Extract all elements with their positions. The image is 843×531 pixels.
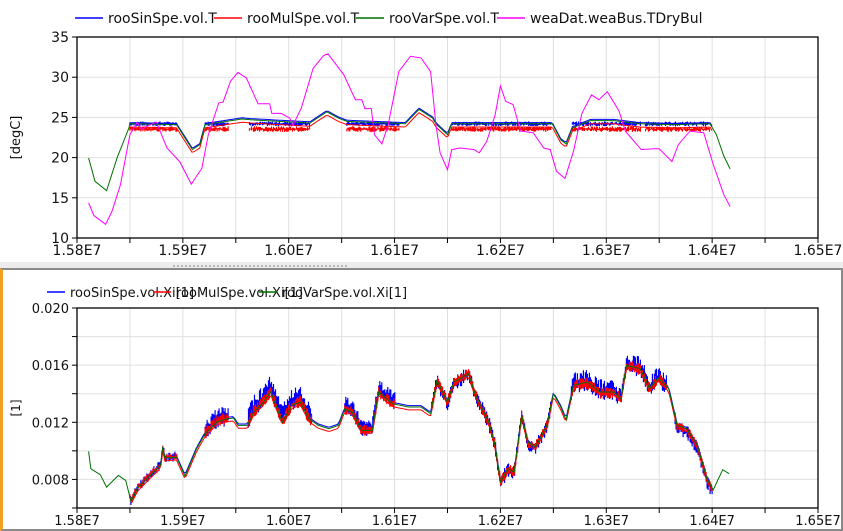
x-tick-label: 1.61E7 [372, 514, 417, 529]
plot-frame [76, 307, 819, 509]
legend-label: rooSinSpe.vol.T [108, 11, 217, 27]
humidity-chart-panel[interactable]: 1.58E7 1.59E7 1.60E7 1.61E7 1.62E7 1.63E7 1.64… [0, 268, 843, 531]
y-tick-label: 0.016 [32, 359, 69, 374]
series-line-rooMulSpe-vol-Xi-1 [129, 367, 713, 504]
legend-label: weaDat.weaBus.TDryBul [530, 11, 703, 27]
series-line-rooVarSpe-vol-T [88, 108, 731, 192]
humidity-chart: 1.58E7 1.59E7 1.60E7 1.61E7 1.62E7 1.63E7 1.64… [9, 286, 841, 529]
x-tick-label: 1.64E7 [689, 514, 734, 529]
y-tick-label: 20 [51, 151, 69, 167]
x-tick-label: 1.60E7 [264, 243, 313, 259]
x-tick-label: 1.61E7 [370, 243, 419, 259]
y-tick-label: 15 [51, 191, 69, 207]
x-tick-label: 1.58E7 [54, 514, 99, 529]
series-line-weaDat-weaBus-TDryBul [88, 53, 731, 226]
series-band-rooMulSpe-vol-T [129, 126, 711, 132]
series-line-rooSinSpe-vol-T [129, 107, 713, 149]
plot-frame [76, 36, 819, 239]
y-tick-label: 0.020 [32, 302, 69, 317]
y-axis-label: [degC] [9, 116, 24, 160]
temperature-chart: 1.58E7 1.59E7 1.60E7 1.61E7 1.62E7 1.63E7 1.64… [9, 11, 843, 259]
y-tick-label: 0.008 [32, 473, 69, 488]
x-tick-label: 1.65E7 [795, 514, 840, 529]
series-line-rooSinSpe-vol-Xi-1 [129, 363, 713, 500]
x-tick-label: 1.63E7 [582, 243, 631, 259]
legend-label: rooVarSpe.vol.T [389, 11, 499, 27]
x-tick-label: 1.63E7 [584, 514, 629, 529]
x-tick-label: 1.59E7 [160, 514, 205, 529]
legend-label: rooVarSpe.vol.Xi[1] [282, 286, 407, 301]
x-tick-label: 1.65E7 [794, 243, 843, 259]
y-tick-label: 25 [51, 110, 69, 126]
series-line-rooVarSpe-vol-Xi-1 [88, 364, 730, 503]
x-tick-label: 1.59E7 [158, 243, 207, 259]
y-tick-label: 0.012 [32, 416, 69, 431]
x-tick-label: 1.58E7 [53, 243, 102, 259]
legend-label: rooSinSpe.vol.Xi[1] [70, 286, 194, 301]
x-tick-label: 1.60E7 [266, 514, 311, 529]
y-tick-label: 30 [51, 70, 69, 86]
y-axis-label: [1] [9, 400, 23, 417]
y-tick-label: 10 [51, 231, 69, 247]
splitter-grip-icon[interactable] [173, 265, 347, 267]
series-line-rooMulSpe-vol-T [129, 112, 713, 153]
y-tick-label: 35 [51, 30, 69, 46]
legend-label: rooMulSpe.vol.T [247, 11, 359, 27]
series-band-rooMulSpe-vol-Xi-1 [129, 361, 713, 502]
temperature-chart-panel: 1.58E7 1.59E7 1.60E7 1.61E7 1.62E7 1.63E7 1.64… [0, 0, 843, 262]
x-tick-label: 1.62E7 [476, 243, 525, 259]
legend-label: rooMulSpe.vol.Xi[1] [176, 286, 303, 301]
x-tick-label: 1.62E7 [478, 514, 523, 529]
x-tick-label: 1.64E7 [688, 243, 737, 259]
panel-splitter[interactable] [0, 262, 843, 268]
